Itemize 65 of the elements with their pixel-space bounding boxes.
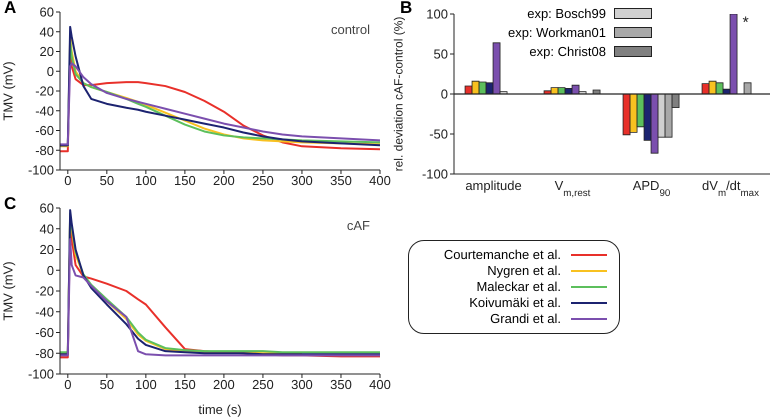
y-tick-label: 40 xyxy=(40,221,54,236)
y-axis-title: rel. deviation cAF-control (%) xyxy=(391,16,406,172)
legend-label: exp: Workman01 xyxy=(508,24,606,42)
y-tick-label: 0 xyxy=(46,262,54,278)
y-tick-label: 20 xyxy=(40,242,54,258)
x-axis-title: time (s) xyxy=(198,402,242,417)
x-tick-label: 100 xyxy=(135,377,157,392)
y-tick-label: -100 xyxy=(422,166,448,182)
legend-label: Maleckar et al. xyxy=(476,279,561,295)
x-tick-label: 250 xyxy=(252,377,274,392)
annotation: cAF xyxy=(346,218,370,233)
x-tick-label: 200 xyxy=(213,377,235,392)
x-tick-label: V$_{m,rest}$ xyxy=(554,178,591,198)
x-tick-label: 400 xyxy=(369,377,391,392)
y-tick-label: -80 xyxy=(35,142,54,158)
chart-title: A xyxy=(4,0,16,18)
x-tick-label: 100 xyxy=(135,173,157,188)
x-tick-label: 150 xyxy=(174,173,196,188)
x-tick-label: 350 xyxy=(330,173,352,188)
y-tick-label: 40 xyxy=(40,24,54,40)
x-tick-label: 50 xyxy=(100,173,114,188)
y-tick-label: 20 xyxy=(40,44,54,60)
x-tick-label: 400 xyxy=(369,173,391,188)
legend-label: exp: Bosch99 xyxy=(527,5,606,23)
x-tick-label: APD$_{90}$ xyxy=(632,178,671,198)
x-tick-label: 250 xyxy=(252,173,274,188)
legend-label: Grandi et al. xyxy=(490,311,561,327)
y-tick-label: -20 xyxy=(35,284,54,299)
y-tick-label: -60 xyxy=(35,123,54,138)
y-tick-label: -100 xyxy=(28,366,54,382)
y-tick-label: -80 xyxy=(35,346,54,361)
y-tick-label: 0 xyxy=(440,86,448,102)
x-tick-label: 350 xyxy=(330,377,352,392)
chart-title: C xyxy=(4,194,16,214)
x-tick-label: 50 xyxy=(100,377,114,392)
y-tick-label: -50 xyxy=(429,126,448,142)
x-tick-label: amplitude xyxy=(465,178,522,193)
y-tick-label: 0 xyxy=(46,64,54,79)
annotation: control xyxy=(330,22,370,37)
y-axis-title: TMV (mV) xyxy=(0,261,16,321)
legend-label: Courtemanche et al. xyxy=(444,247,561,263)
line-series xyxy=(60,62,380,146)
legend-label: Koivumäki et al. xyxy=(469,295,561,311)
legend-label: Nygren et al. xyxy=(487,263,561,279)
y-tick-label: -60 xyxy=(35,325,54,340)
x-tick-label: 200 xyxy=(213,173,235,188)
x-tick-label: 300 xyxy=(291,173,313,188)
x-tick-label: dV$_{m}$/dt$_{max}$ xyxy=(702,178,760,198)
y-axis-title: TMV (mV) xyxy=(0,61,16,121)
chart-title: B xyxy=(400,0,412,17)
legend-label: exp: Christ08 xyxy=(529,43,606,61)
line-series xyxy=(60,238,380,356)
y-tick-label: -100 xyxy=(28,162,54,178)
y-tick-label: 60 xyxy=(40,4,54,20)
y-tick-label: 100 xyxy=(426,6,448,22)
y-tick-label: -40 xyxy=(35,103,54,118)
x-tick-label: 0 xyxy=(64,377,72,392)
y-tick-label: 50 xyxy=(434,46,448,62)
x-tick-label: 0 xyxy=(64,173,72,188)
annotation: * xyxy=(742,14,749,32)
y-tick-label: -20 xyxy=(35,84,54,99)
y-tick-label: -40 xyxy=(35,304,54,320)
x-tick-label: 300 xyxy=(291,377,313,392)
x-tick-label: 150 xyxy=(174,377,196,392)
y-tick-label: 60 xyxy=(40,200,54,216)
